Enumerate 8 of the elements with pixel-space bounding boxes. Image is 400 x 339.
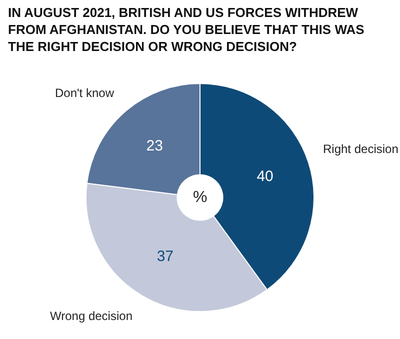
data-label: 23: [146, 138, 163, 155]
chart-title: IN AUGUST 2021, BRITISH AND US FORCES WITHDREW FROM AFGHANISTAN. DO YOU BELIEVE THAT THIS WAS THE RIGHT DECISION OR WRONG DECISION?: [8, 4, 365, 54]
data-label: 37: [156, 248, 174, 265]
slice-label: Don't know: [55, 86, 114, 100]
data-label: 40: [256, 168, 274, 185]
text: %: [193, 189, 208, 206]
slice-label: Right decision: [323, 142, 398, 156]
slice-label: Wrong decision: [50, 309, 132, 323]
